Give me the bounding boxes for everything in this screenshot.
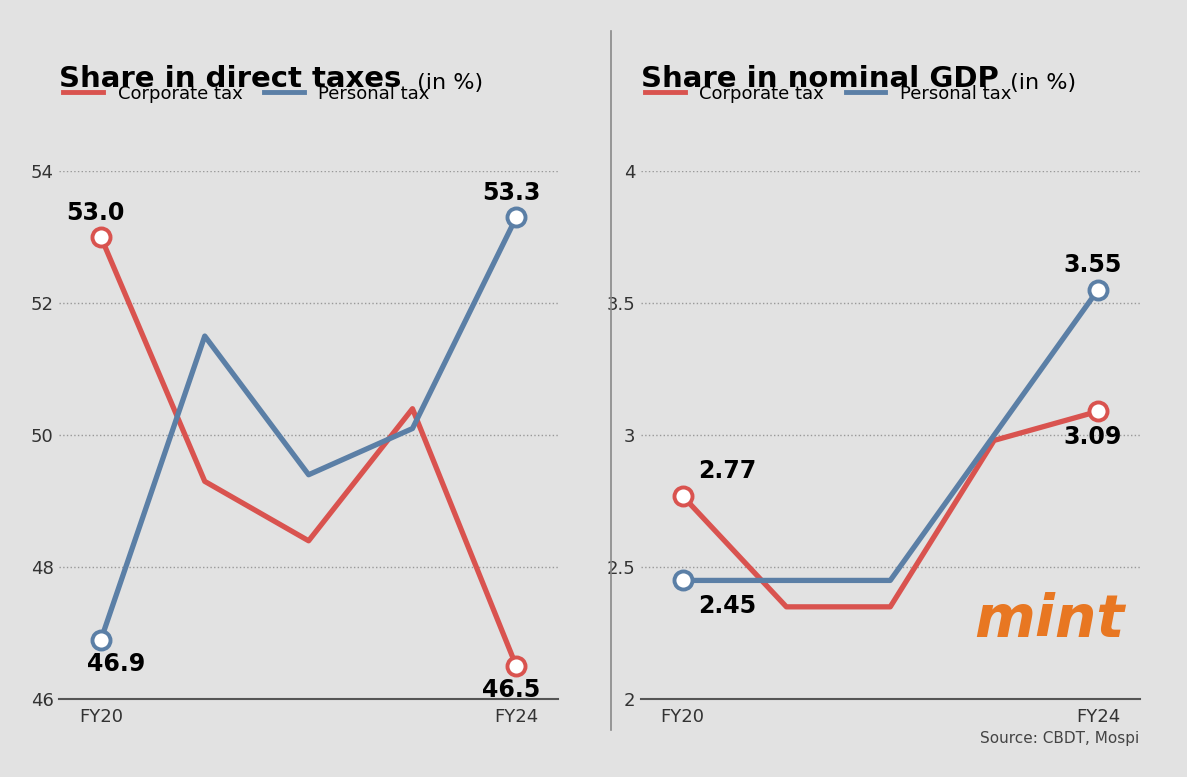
Text: 46.9: 46.9	[88, 652, 146, 676]
Text: 3.09: 3.09	[1064, 424, 1122, 448]
Legend: Corporate tax, Personal tax: Corporate tax, Personal tax	[645, 85, 1011, 103]
Text: Share in direct taxes: Share in direct taxes	[59, 65, 401, 93]
Text: 53.0: 53.0	[66, 201, 125, 225]
Text: 3.55: 3.55	[1064, 253, 1122, 277]
Legend: Corporate tax, Personal tax: Corporate tax, Personal tax	[63, 85, 430, 103]
Text: 2.77: 2.77	[698, 458, 756, 483]
Text: Share in nominal GDP: Share in nominal GDP	[641, 65, 998, 93]
Text: 2.45: 2.45	[698, 594, 756, 618]
Text: 46.5: 46.5	[482, 678, 540, 702]
Text: 53.3: 53.3	[482, 181, 540, 205]
Text: Source: CBDT, Mospi: Source: CBDT, Mospi	[980, 731, 1140, 746]
Text: (in %): (in %)	[410, 73, 483, 93]
Text: mint: mint	[975, 591, 1125, 649]
Text: (in %): (in %)	[1003, 73, 1077, 93]
